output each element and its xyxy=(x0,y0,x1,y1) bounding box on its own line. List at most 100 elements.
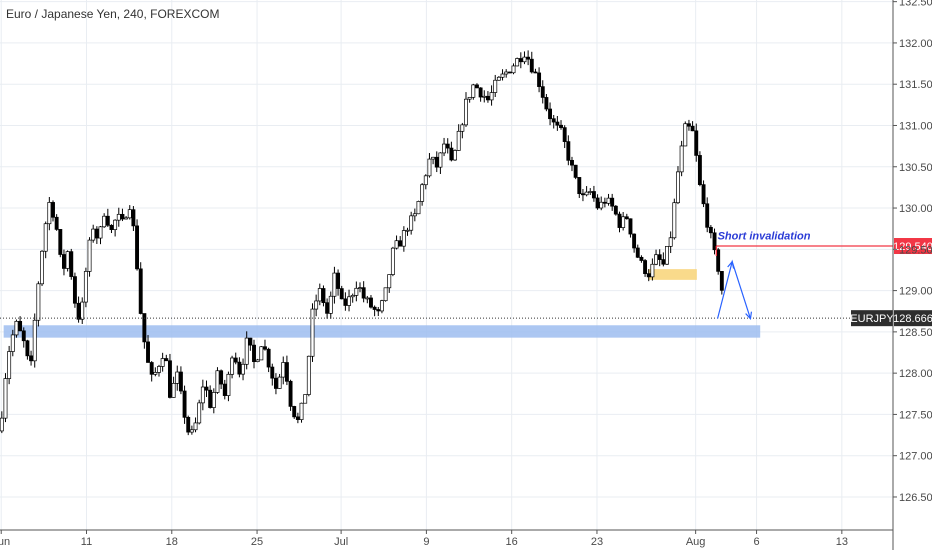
candle-body xyxy=(679,145,684,173)
candle-body xyxy=(548,108,553,120)
candle xyxy=(496,75,501,81)
candle-body xyxy=(69,251,74,277)
candle-body xyxy=(518,58,523,63)
candle xyxy=(317,283,322,306)
candle xyxy=(507,71,512,74)
candle xyxy=(244,331,249,370)
zones xyxy=(3,269,761,338)
candle xyxy=(189,425,194,435)
y-tick-label: 128.000 xyxy=(899,368,932,380)
candle-body xyxy=(690,125,695,132)
candle xyxy=(427,153,432,178)
candle-body xyxy=(390,247,395,275)
candle-body xyxy=(273,377,278,389)
candle-body xyxy=(292,406,297,418)
candle xyxy=(383,287,388,302)
y-tick-label: 128.500 xyxy=(899,327,932,339)
candle-body xyxy=(635,247,640,258)
x-tick-label: 9 xyxy=(423,536,429,548)
candle-body xyxy=(672,202,677,239)
x-tick-label: 16 xyxy=(506,536,518,548)
candle-body xyxy=(573,164,578,178)
candle-body xyxy=(551,118,556,123)
candle-body xyxy=(464,98,468,126)
candle xyxy=(171,376,176,398)
candle-body xyxy=(613,205,618,215)
candle-body xyxy=(211,392,216,408)
candle xyxy=(701,180,706,208)
candle-body xyxy=(478,87,483,98)
candle xyxy=(529,51,534,74)
candle xyxy=(175,365,180,391)
candle xyxy=(325,298,330,319)
candle-body xyxy=(29,355,34,362)
candle xyxy=(65,250,70,272)
candle-body xyxy=(515,58,520,67)
candle xyxy=(204,380,209,398)
candle xyxy=(657,249,662,267)
candle xyxy=(686,119,691,131)
candle-body xyxy=(18,320,23,332)
candle-body xyxy=(113,219,118,230)
candle xyxy=(376,307,381,317)
support-zone xyxy=(3,325,761,338)
candle-body xyxy=(668,237,673,247)
candle xyxy=(138,262,143,315)
candle-body xyxy=(467,96,472,100)
candle xyxy=(632,233,637,253)
candle-body xyxy=(219,370,224,385)
candle-body xyxy=(354,287,359,296)
candle-body xyxy=(14,320,19,336)
candle xyxy=(610,193,615,211)
candle xyxy=(303,394,308,404)
candle xyxy=(58,228,63,258)
candle-body xyxy=(241,363,245,375)
projection-arrowhead-down xyxy=(745,311,753,320)
candle-body xyxy=(72,276,77,304)
candle-body xyxy=(632,233,637,249)
time-axis[interactable]: Jun 11 18 25 Jul 9 16 23 Aug 6 13 xyxy=(0,530,848,548)
candle xyxy=(544,94,549,112)
candle xyxy=(580,189,585,202)
candle-body xyxy=(87,239,92,272)
candle xyxy=(394,235,399,250)
candle-body xyxy=(91,228,96,241)
candle-body xyxy=(394,240,399,249)
candle xyxy=(379,299,384,314)
candle xyxy=(252,339,256,369)
candle-body xyxy=(562,127,567,142)
candle-body xyxy=(511,65,516,74)
candle-body xyxy=(423,175,428,186)
candles xyxy=(0,50,724,436)
candle xyxy=(178,366,183,395)
candle-body xyxy=(566,141,571,161)
candle xyxy=(511,63,516,75)
candle xyxy=(482,90,487,103)
candle-body xyxy=(595,197,600,209)
candle xyxy=(347,289,351,312)
candle-body xyxy=(208,389,213,408)
candle-body xyxy=(317,288,322,302)
candle-body xyxy=(686,123,691,127)
candle xyxy=(310,303,315,362)
candle xyxy=(54,214,59,231)
x-tick-label: 18 xyxy=(166,536,178,548)
candle-body xyxy=(21,330,26,342)
candle xyxy=(361,281,366,303)
candle xyxy=(606,193,611,206)
candle xyxy=(423,174,428,190)
candle xyxy=(80,297,85,324)
candle xyxy=(679,140,684,177)
price-axis[interactable]: 126.500 127.000 127.500 128.000 128.500 129.0… xyxy=(893,0,932,504)
last-price-tag-bg xyxy=(894,310,932,327)
last-price-tag: 128.666 xyxy=(893,310,932,327)
candle-body xyxy=(178,371,183,392)
candle-body xyxy=(453,150,457,161)
candle-body xyxy=(412,213,417,217)
x-tick-label: Jun xyxy=(0,536,10,548)
candle-body xyxy=(306,355,311,395)
candle-body xyxy=(460,124,465,132)
candle xyxy=(273,373,278,395)
candle-body xyxy=(361,287,366,299)
